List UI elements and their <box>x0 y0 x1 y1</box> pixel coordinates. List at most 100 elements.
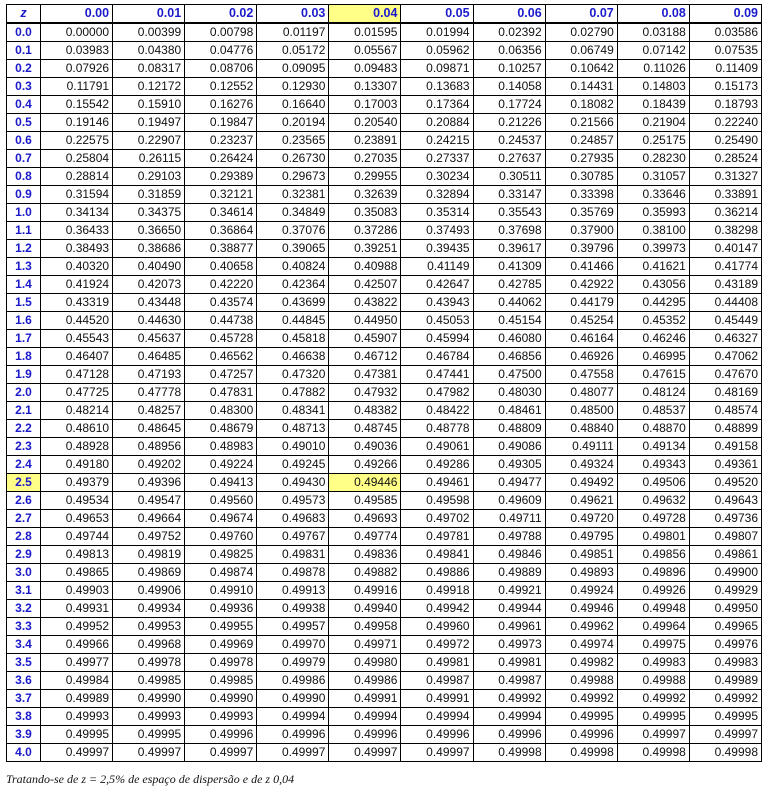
table-cell: 0.49944 <box>472 599 546 618</box>
table-cell: 0.15910 <box>112 95 186 114</box>
table-cell: 0.49997 <box>39 743 114 762</box>
table-cell: 0.49980 <box>328 653 402 672</box>
table-row: 2.0 0.47725 0.47778 0.47831 0.47882 0.47932 0.… <box>6 383 763 402</box>
table-cell: 0.27935 <box>544 149 618 168</box>
table-cell: 0.14431 <box>544 77 618 96</box>
table-cell: 0.49461 <box>400 473 474 492</box>
table-cell: 0.49180 <box>39 455 114 474</box>
table-cell: 0.42073 <box>112 275 186 294</box>
table-cell: 0.05962 <box>400 41 474 60</box>
table-cell: 0.49865 <box>39 563 114 582</box>
table-cell: 0.49245 <box>256 455 330 474</box>
table-row: 2.2 0.48610 0.48645 0.48679 0.48713 0.48745 0.… <box>6 419 763 438</box>
table-cell: 0.32894 <box>400 185 474 204</box>
table-cell: 0.46080 <box>472 329 546 348</box>
table-cell: 0.49934 <box>112 599 186 618</box>
table-cell: 0.11409 <box>688 59 763 78</box>
table-cell: 0.46856 <box>472 347 546 366</box>
table-cell: 0.49976 <box>688 635 763 654</box>
table-cell: 0.49968 <box>112 635 186 654</box>
table-cell: 0.49946 <box>544 599 618 618</box>
table-cell: 0.44630 <box>112 311 186 330</box>
table-cell: 0.49841 <box>400 545 474 564</box>
table-cell: 0.42785 <box>472 275 546 294</box>
table-cell: 0.09871 <box>400 59 474 78</box>
table-cell: 0.48124 <box>616 383 690 402</box>
table-cell: 0.48928 <box>39 437 114 456</box>
table-cell: 0.07926 <box>39 59 114 78</box>
table-cell: 0.21566 <box>544 113 618 132</box>
table-cell: 0.47725 <box>39 383 114 402</box>
row-header: 1.9 <box>6 365 41 384</box>
table-cell: 0.15173 <box>688 77 763 96</box>
row-header: 2.3 <box>6 437 41 456</box>
table-row: 2.8 0.49744 0.49752 0.49760 0.49767 0.49774 0.… <box>6 527 763 546</box>
table-cell: 0.49997 <box>256 743 330 762</box>
table-cell: 0.48169 <box>688 383 763 402</box>
table-cell: 0.43943 <box>400 293 474 312</box>
table-cell: 0.31057 <box>616 167 690 186</box>
table-cell: 0.06749 <box>544 41 618 60</box>
table-cell: 0.22575 <box>39 131 114 150</box>
row-header: 0.5 <box>6 113 41 132</box>
row-header: 1.0 <box>6 203 41 222</box>
table-cell: 0.00399 <box>112 22 186 42</box>
table-cell: 0.28524 <box>688 149 763 168</box>
table-cell: 0.35083 <box>328 203 402 222</box>
table-cell: 0.49997 <box>616 725 690 744</box>
table-cell: 0.49413 <box>184 473 258 492</box>
table-cell: 0.30785 <box>544 167 618 186</box>
table-cell: 0.45543 <box>39 329 114 348</box>
table-cell: 0.49936 <box>184 599 258 618</box>
table-row: 0.7 0.25804 0.26115 0.26424 0.26730 0.27035 0.… <box>6 149 763 168</box>
table-cell: 0.45818 <box>256 329 330 348</box>
table-cell: 0.49379 <box>39 473 114 492</box>
row-header: 1.8 <box>6 347 41 366</box>
z-table: z 0.00 0.01 0.02 0.03 0.04 0.05 0.06 0.07 0.08 0.… <box>6 4 763 762</box>
table-cell: 0.37286 <box>328 221 402 240</box>
table-row: 3.7 0.49989 0.49990 0.49990 0.49990 0.49991 0.… <box>6 689 763 708</box>
table-cell: 0.49324 <box>544 455 618 474</box>
table-cell: 0.36650 <box>112 221 186 240</box>
table-row: 3.0 0.49865 0.49869 0.49874 0.49878 0.49882 0.… <box>6 563 763 582</box>
table-cell: 0.27035 <box>328 149 402 168</box>
table-cell: 0.26730 <box>256 149 330 168</box>
table-cell: 0.49994 <box>400 707 474 726</box>
table-row: 2.9 0.49813 0.49819 0.49825 0.49831 0.49836 0.… <box>6 545 763 564</box>
table-cell: 0.49158 <box>688 437 763 456</box>
table-cell: 0.49993 <box>39 707 114 726</box>
table-cell: 0.49506 <box>616 473 690 492</box>
table-cell: 0.46164 <box>544 329 618 348</box>
table-cell: 0.39796 <box>544 239 618 258</box>
table-cell: 0.24537 <box>472 131 546 150</box>
table-cell: 0.49966 <box>39 635 114 654</box>
table-cell: 0.38100 <box>616 221 690 240</box>
table-cell: 0.49900 <box>688 563 763 582</box>
table-cell: 0.49224 <box>184 455 258 474</box>
table-cell: 0.46327 <box>688 329 763 348</box>
table-cell: 0.48956 <box>112 437 186 456</box>
table-cell: 0.49906 <box>112 581 186 600</box>
table-cell: 0.10257 <box>472 59 546 78</box>
table-cell: 0.48778 <box>400 419 474 438</box>
table-cell: 0.49974 <box>544 635 618 654</box>
table-cell: 0.49598 <box>400 491 474 510</box>
table-cell: 0.15542 <box>39 95 114 114</box>
row-header: 1.2 <box>6 239 41 258</box>
table-cell: 0.24857 <box>544 131 618 150</box>
table-cell: 0.43699 <box>256 293 330 312</box>
table-cell: 0.49851 <box>544 545 618 564</box>
table-cell: 0.27337 <box>400 149 474 168</box>
table-cell: 0.49396 <box>112 473 186 492</box>
table-cell: 0.48899 <box>688 419 763 438</box>
table-cell: 0.46562 <box>184 347 258 366</box>
table-cell: 0.49962 <box>544 617 618 636</box>
table-row: 3.8 0.49993 0.49993 0.49993 0.49994 0.49994 0.… <box>6 707 763 726</box>
table-cell: 0.33147 <box>472 185 546 204</box>
row-header: 2.8 <box>6 527 41 546</box>
table-cell: 0.23565 <box>256 131 330 150</box>
table-cell: 0.35543 <box>472 203 546 222</box>
table-cell: 0.48745 <box>328 419 402 438</box>
table-cell: 0.49981 <box>472 653 546 672</box>
table-cell: 0.49086 <box>472 437 546 456</box>
